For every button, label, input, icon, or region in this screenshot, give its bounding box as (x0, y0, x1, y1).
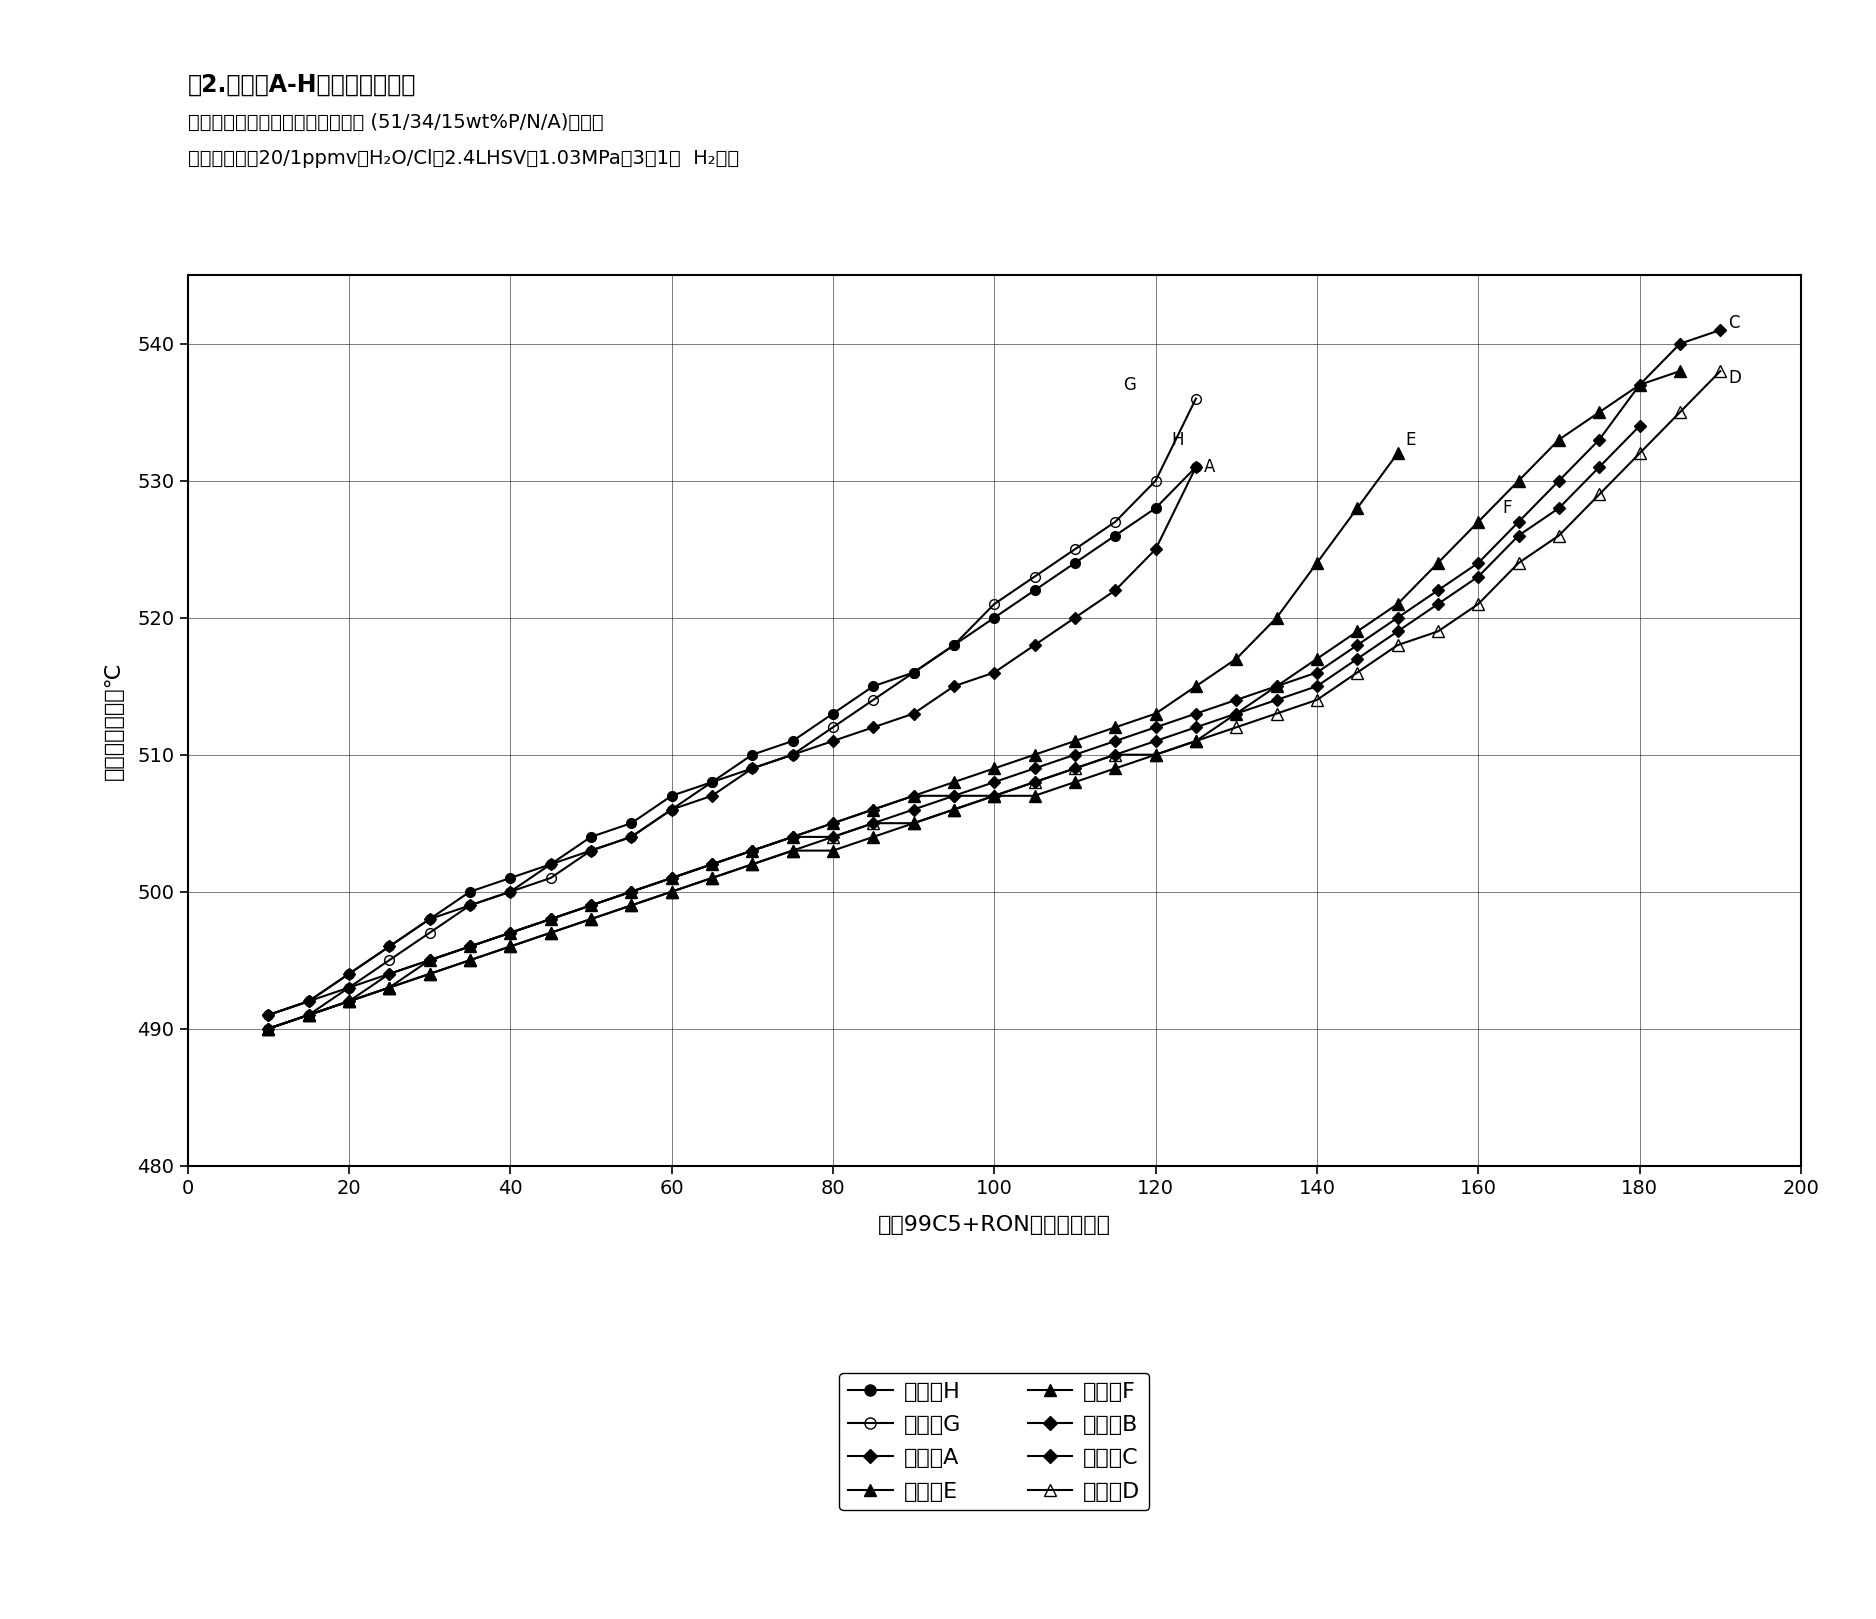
Text: E: E (1405, 431, 1416, 448)
Text: D: D (1728, 369, 1741, 387)
Text: H: H (1172, 431, 1184, 448)
Text: C: C (1728, 314, 1739, 332)
Legend: 催化剂H, 催化剂G, 催化剂A, 催化剂E, 催化剂F, 催化剂B, 催化剂C, 催化剂D: 催化剂H, 催化剂G, 催化剂A, 催化剂E, 催化剂F, 催化剂B, 催化剂C… (839, 1373, 1150, 1511)
Text: 循环气中掺有20/1ppmv的H₂O/Cl，2.4LHSV，1.03MPa，3：1的  H₂：油: 循环气中掺有20/1ppmv的H₂O/Cl，2.4LHSV，1.03MPa，3：… (188, 149, 739, 168)
Text: 试验条件：加氢处理的石脑油原料 (51/34/15wt%P/N/A)，在再: 试验条件：加氢处理的石脑油原料 (51/34/15wt%P/N/A)，在再 (188, 113, 604, 133)
Text: A: A (1204, 458, 1216, 476)
X-axis label: 针对99C5+RON运行的小时数: 针对99C5+RON运行的小时数 (878, 1214, 1111, 1235)
Text: F: F (1503, 499, 1512, 516)
Text: 图2.催化剂A-H的活性下降数据: 图2.催化剂A-H的活性下降数据 (188, 73, 416, 97)
Text: G: G (1124, 376, 1137, 393)
Y-axis label: 反应器壁温度，℃: 反应器壁温度，℃ (103, 661, 124, 780)
